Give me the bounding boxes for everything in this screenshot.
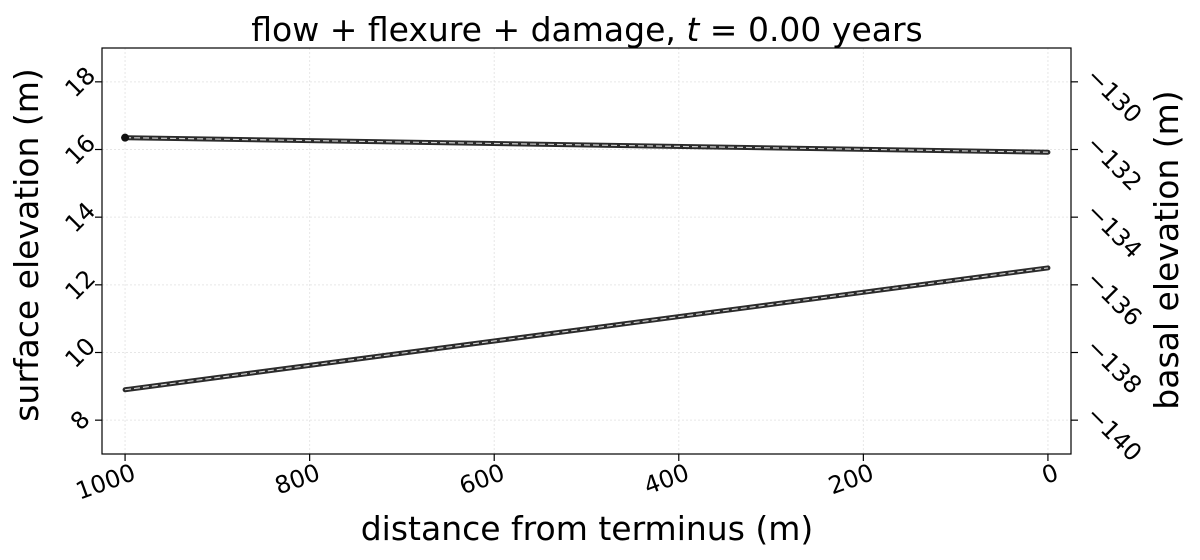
x-tick-label: 1000 <box>72 458 139 505</box>
right-tick-label: −138 <box>1081 333 1147 399</box>
x-tick-label: 400 <box>640 458 693 500</box>
right-tick-label: −132 <box>1081 130 1147 196</box>
x-tick-label: 600 <box>456 458 509 500</box>
left-tick-label: 10 <box>60 332 101 373</box>
series-line-highlight-1 <box>125 137 1048 153</box>
left-tick-label: 14 <box>60 197 101 238</box>
right-tick-label: −130 <box>1081 62 1147 128</box>
chart-title-suffix: = 0.00 years <box>699 10 922 49</box>
chart-title: flow + flexure + damage, t = 0.00 years <box>251 10 922 49</box>
left-axis-title: surface elevation (m) <box>7 68 46 422</box>
x-tick-label: 800 <box>271 458 324 500</box>
left-axis-ticks: 8 10 12 14 16 18 <box>60 61 102 436</box>
left-tick-label: 16 <box>60 129 101 170</box>
right-tick-label: −134 <box>1081 198 1147 264</box>
right-tick-label: −136 <box>1081 265 1147 331</box>
left-tick-label: 18 <box>60 61 101 102</box>
right-tick-label: −140 <box>1081 401 1147 467</box>
plot-frame <box>101 47 1072 455</box>
chart-title-prefix: flow + flexure + damage, <box>251 10 686 49</box>
series-start-marker-1 <box>121 133 130 142</box>
right-axis-ticks: −140−138−136−134−132−130 <box>1071 62 1147 467</box>
x-tick-label: 0 <box>1038 458 1062 490</box>
left-tick-label: 12 <box>60 264 101 305</box>
left-tick-label: 8 <box>65 405 96 436</box>
x-axis-title: distance from terminus (m) <box>361 509 814 548</box>
series-line-highlight-2 <box>124 267 1049 391</box>
right-axis-title: basal elevation (m) <box>1147 90 1186 409</box>
gridlines <box>102 48 1071 454</box>
chart-title-variable: t <box>686 10 700 49</box>
plot-series <box>121 133 1051 393</box>
x-tick-label: 200 <box>825 458 878 500</box>
x-axis-ticks: 1000 800 600 400 200 0 <box>72 454 1062 506</box>
